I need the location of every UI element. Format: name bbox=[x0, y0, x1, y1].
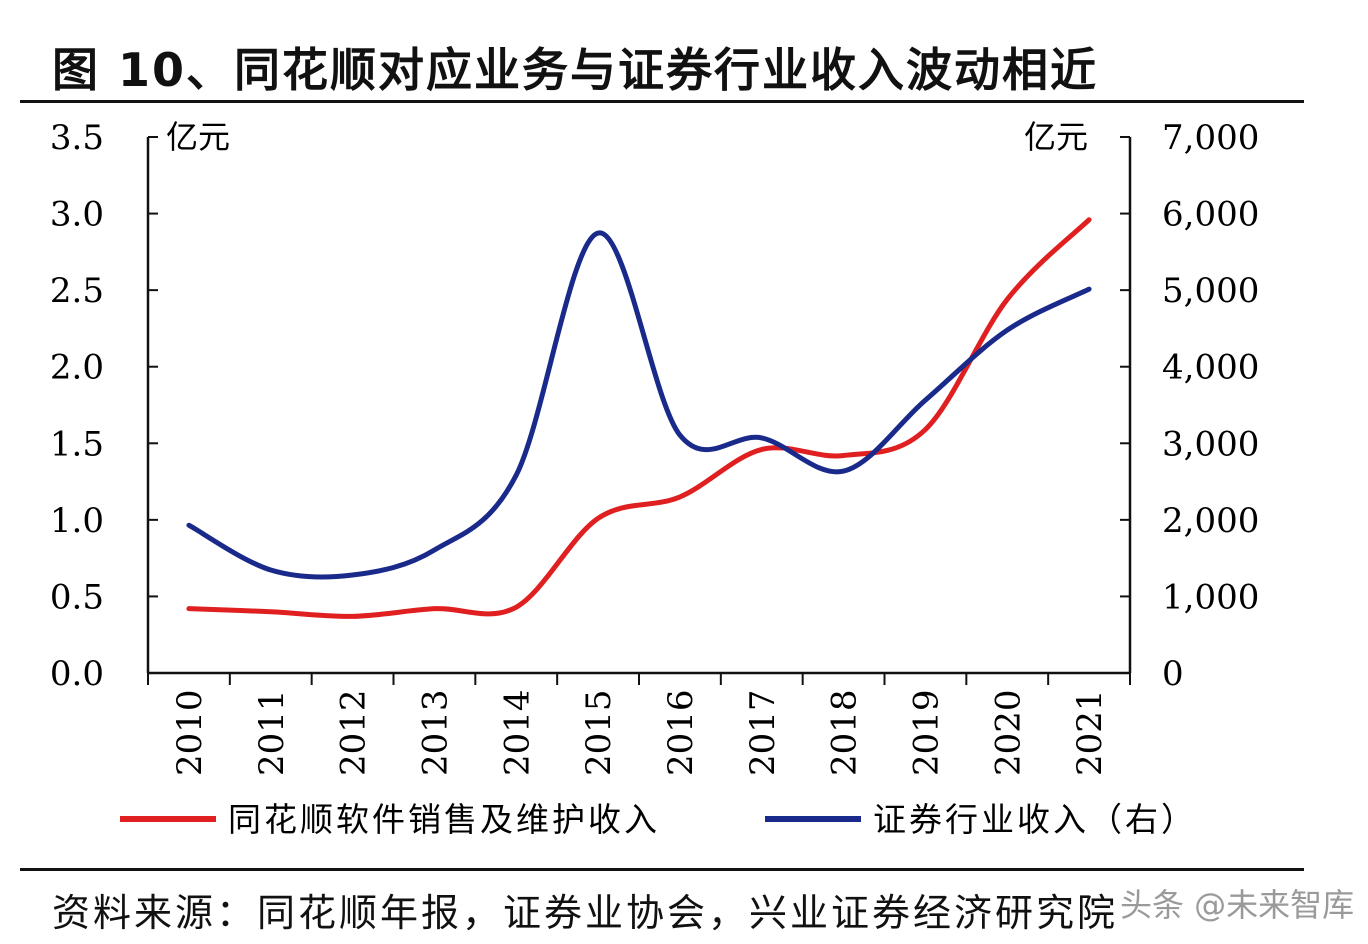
left-axis-unit: 亿元 bbox=[166, 118, 230, 156]
right-tick-label: 7,000 bbox=[1162, 118, 1259, 158]
x-tick-label: 2012 bbox=[334, 689, 374, 776]
source-note: 资料来源：同花顺年报，证券业协会，兴业证券经济研究院 bbox=[52, 891, 1119, 935]
x-tick-label: 2015 bbox=[579, 689, 619, 776]
left-tick-label: 2.0 bbox=[50, 348, 104, 388]
left-tick-label: 2.5 bbox=[50, 271, 104, 311]
legend-label-2: 证券行业收入（右） bbox=[873, 800, 1197, 839]
x-tick-label: 2020 bbox=[988, 689, 1028, 776]
series-line-2 bbox=[186, 230, 1092, 580]
x-tick-label: 2010 bbox=[170, 689, 210, 776]
footer-rule bbox=[20, 868, 1304, 871]
right-tick-label: 3,000 bbox=[1162, 424, 1259, 464]
right-tick-label: 4,000 bbox=[1162, 348, 1259, 388]
legend-label-1: 同花顺软件销售及维护收入 bbox=[228, 800, 660, 839]
left-tick-label: 0.0 bbox=[50, 654, 104, 694]
right-tick-label: 0 bbox=[1162, 654, 1184, 694]
left-tick-label: 0.5 bbox=[50, 577, 104, 617]
right-tick-label: 6,000 bbox=[1162, 195, 1259, 235]
title-rule bbox=[20, 100, 1304, 103]
right-axis-unit: 亿元 bbox=[1024, 118, 1088, 156]
x-tick-label: 2021 bbox=[1070, 689, 1110, 776]
x-tick-label: 2013 bbox=[415, 689, 455, 776]
x-tick-label: 2016 bbox=[661, 689, 701, 776]
x-tick-label: 2018 bbox=[825, 689, 865, 776]
x-tick-label: 2017 bbox=[743, 689, 783, 776]
watermark: 头条 @未来智库 bbox=[1120, 886, 1355, 924]
right-tick-label: 5,000 bbox=[1162, 271, 1259, 311]
right-tick-label: 2,000 bbox=[1162, 501, 1259, 541]
chart-title: 图 10、同花顺对应业务与证券行业收入波动相近 bbox=[52, 43, 1099, 97]
chart-svg: 0.0 0.5 1.0 1.5 2.0 2.5 3.0 3.5 0 1,000 2,000 3,000… bbox=[50, 118, 1259, 839]
right-tick-label: 1,000 bbox=[1162, 577, 1259, 617]
series-line-1 bbox=[186, 217, 1092, 619]
left-tick-label: 1.0 bbox=[50, 501, 104, 541]
left-tick-label: 1.5 bbox=[50, 424, 104, 464]
left-tick-label: 3.5 bbox=[50, 118, 104, 158]
x-tick-label: 2014 bbox=[497, 689, 537, 776]
x-tick-label: 2019 bbox=[906, 689, 946, 776]
left-tick-label: 3.0 bbox=[50, 195, 104, 235]
x-tick-label: 2011 bbox=[252, 689, 292, 776]
